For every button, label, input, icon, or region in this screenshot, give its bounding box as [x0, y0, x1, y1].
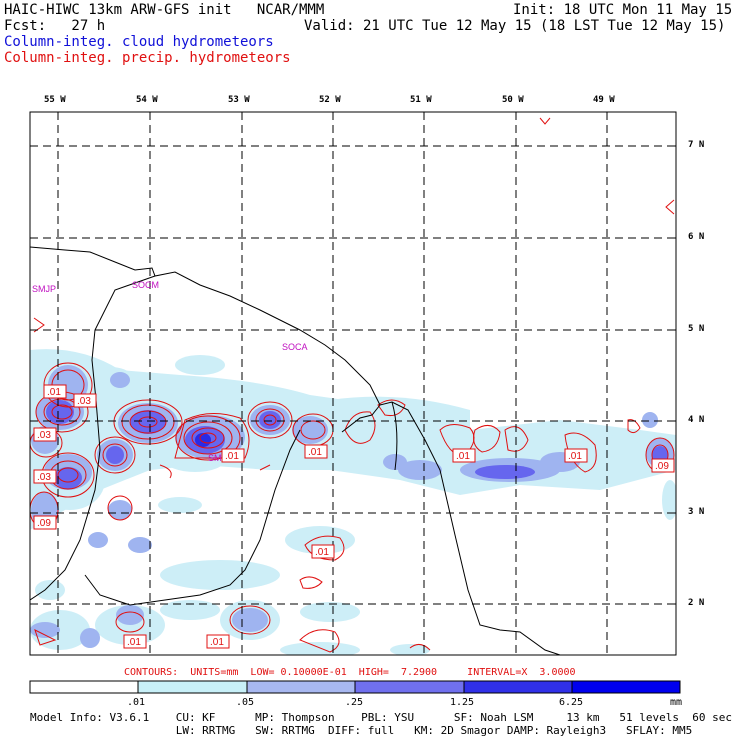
svg-text:.03: .03: [37, 472, 51, 483]
lon-label: 52 W: [319, 95, 341, 105]
svg-text:.03: .03: [37, 430, 51, 441]
lon-label: 51 W: [410, 95, 432, 105]
contour-label: .01: [43, 384, 67, 399]
contour-label: .03: [73, 393, 97, 408]
svg-text:.01: .01: [568, 451, 582, 462]
lat-label: 3 N: [688, 507, 705, 517]
init-time: Init: 18 UTC Mon 11 May 15: [513, 2, 733, 18]
lat-label: 7 N: [688, 140, 705, 150]
colorbar: [29, 680, 681, 694]
coastlines-borders: [30, 246, 561, 655]
colorbar-label: .25: [345, 697, 364, 708]
lon-label: 49 W: [593, 95, 615, 105]
contour-label: .09: [33, 515, 57, 530]
contour-label: .01: [123, 634, 147, 649]
svg-text:.09: .09: [655, 461, 669, 472]
svg-text:.01: .01: [225, 451, 239, 462]
precip-field-title: Column-integ. precip. hydrometeors: [4, 50, 291, 66]
contour-label: .01: [564, 448, 588, 463]
svg-text:.01: .01: [315, 547, 329, 558]
station-socm: SOCM: [132, 280, 159, 290]
map-frame: [29, 111, 677, 656]
contour-label: .03: [33, 469, 57, 484]
forecast-hour: Fcst: 27 h: [4, 18, 106, 34]
lon-label: 54 W: [136, 95, 158, 105]
station-smjp-2: SMJP: [208, 453, 232, 463]
contour-label: .09: [651, 458, 675, 473]
svg-text:.01: .01: [456, 451, 470, 462]
colorbar-label: .01: [127, 697, 146, 708]
model-info-line1: Model Info: V3.6.1 CU: KF MP: Thompson P…: [30, 711, 732, 724]
cloud-shading: [30, 117, 676, 655]
lat-label: 2 N: [688, 598, 705, 608]
contour-label: .03: [33, 427, 57, 442]
lat-label: 4 N: [688, 415, 705, 425]
lat-label: 5 N: [688, 324, 705, 334]
contour-label: .01: [206, 634, 230, 649]
station-smjp: SMJP: [32, 284, 56, 294]
contour-label: .01: [221, 448, 245, 463]
lon-label: 50 W: [502, 95, 524, 105]
contour-label: .01: [452, 448, 476, 463]
colorbar-label: 6.25: [559, 697, 584, 708]
svg-text:.01: .01: [210, 637, 224, 648]
contour-label: .01: [311, 544, 335, 559]
valid-time: Valid: 21 UTC Tue 12 May 15 (18 LST Tue …: [304, 18, 726, 34]
colorbar-label: .05: [236, 697, 255, 708]
svg-text:.09: .09: [37, 518, 51, 529]
plot-title: HAIC-HIWC 13km ARW-GFS init NCAR/MMM: [4, 2, 325, 18]
colorbar-unit: mm: [670, 697, 683, 708]
cloud-field-title: Column-integ. cloud hydrometeors: [4, 34, 274, 50]
lon-label: 55 W: [44, 95, 66, 105]
svg-text:.01: .01: [47, 387, 61, 398]
model-info-line2: LW: RRTMG SW: RRTMG DIFF: full KM: 2D Sm…: [30, 724, 693, 737]
colorbar-label: 1.25: [450, 697, 475, 708]
svg-text:.03: .03: [77, 396, 91, 407]
contour-info: CONTOURS: UNITS=mm LOW= 0.10000E-01 HIGH…: [124, 667, 576, 678]
svg-text:.01: .01: [308, 447, 322, 458]
contour-label: .01: [304, 444, 328, 459]
lat-label: 6 N: [688, 232, 705, 242]
station-soca: SOCA: [282, 342, 308, 352]
svg-text:.01: .01: [127, 637, 141, 648]
lon-label: 53 W: [228, 95, 250, 105]
